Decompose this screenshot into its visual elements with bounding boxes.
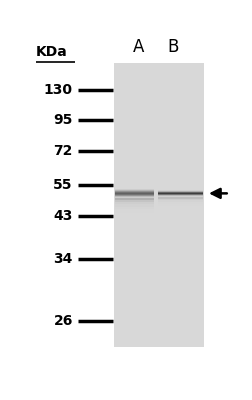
Text: 26: 26 [53, 314, 73, 328]
Text: 95: 95 [53, 113, 73, 127]
Text: A: A [132, 38, 144, 56]
Bar [158, 204, 202, 206]
Bar [158, 202, 202, 204]
Bar [113, 64, 203, 347]
Text: 43: 43 [53, 209, 73, 223]
Bar [158, 197, 202, 199]
Text: 130: 130 [44, 82, 73, 96]
Bar [158, 200, 202, 202]
Bar [114, 213, 153, 215]
Text: KDa: KDa [35, 45, 67, 59]
Bar [114, 209, 153, 211]
Bar [114, 204, 153, 207]
Text: 55: 55 [53, 178, 73, 192]
Bar [114, 202, 153, 204]
Bar [158, 199, 202, 200]
Bar [114, 211, 153, 213]
Text: 34: 34 [53, 252, 73, 266]
Text: B: B [167, 38, 178, 56]
Bar [114, 200, 153, 202]
Text: 72: 72 [53, 144, 73, 158]
Bar [114, 198, 153, 200]
Bar [114, 207, 153, 209]
